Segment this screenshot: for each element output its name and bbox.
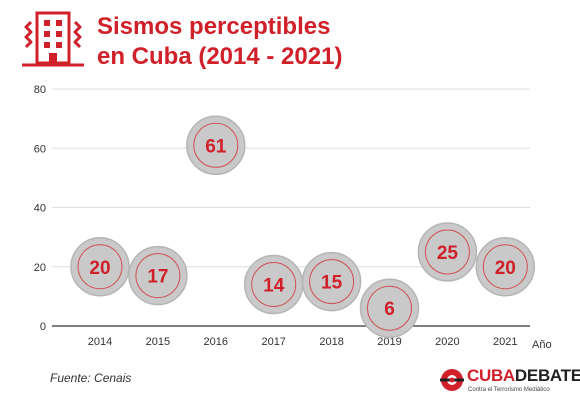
- building-shaking-icon: [22, 11, 84, 67]
- x-tick-label: 2017: [261, 336, 285, 348]
- logo-word-debate: DEBATE: [514, 366, 580, 385]
- cubadebate-mark-icon: [440, 369, 464, 391]
- data-label: 17: [147, 267, 168, 288]
- x-axis-title: Año: [532, 339, 552, 351]
- data-bubble: [301, 251, 362, 312]
- data-bubble-ring: [193, 122, 239, 168]
- x-tick-label: 2018: [319, 336, 343, 348]
- y-tick-label: 0: [40, 321, 46, 333]
- data-label: 20: [89, 258, 110, 279]
- data-bubble: [475, 237, 536, 297]
- data-label: 25: [437, 243, 459, 264]
- chart-title-line-1: Sismos perceptibles: [97, 13, 331, 40]
- chart-header: Sismos perceptibles en Cuba (2014 - 2021…: [0, 0, 580, 80]
- data-bubble: [359, 278, 420, 338]
- x-tick-label: 2014: [88, 336, 112, 348]
- data-label: 14: [263, 276, 285, 297]
- x-tick-label: 2021: [493, 336, 517, 348]
- logo-tagline: Contra el Terrorismo Mediático: [468, 387, 550, 393]
- data-bubble-ring: [251, 262, 297, 308]
- y-tick-label: 60: [34, 143, 46, 155]
- chart-title: Sismos perceptibles en Cuba (2014 - 2021…: [97, 12, 342, 72]
- data-bubble: [128, 245, 188, 306]
- data-bubble: [417, 222, 478, 282]
- x-tick-label: 2016: [204, 336, 228, 348]
- data-bubble-ring: [482, 244, 528, 290]
- source-note: Fuente: Cenais: [50, 371, 132, 385]
- x-tick-label: 2020: [435, 336, 459, 348]
- data-label: 6: [384, 299, 395, 320]
- data-label: 15: [321, 273, 343, 294]
- data-label: 20: [495, 258, 516, 279]
- data-bubble-ring: [135, 253, 181, 299]
- data-bubble: [70, 237, 130, 297]
- cubadebate-logo: CUBADEBATE Contra el Terrorismo Mediátic…: [440, 366, 580, 400]
- data-bubble-ring: [309, 259, 355, 305]
- data-bubble-ring: [77, 244, 123, 290]
- x-tick-label: 2015: [146, 336, 170, 348]
- data-bubble: [186, 115, 246, 176]
- logo-word-cuba: CUBA: [467, 366, 515, 385]
- y-tick-label: 20: [34, 262, 46, 274]
- y-tick-label: 40: [34, 203, 46, 215]
- chart-title-line-2: en Cuba (2014 - 2021): [97, 43, 343, 70]
- data-label: 61: [205, 136, 227, 157]
- data-bubble-ring: [424, 229, 470, 275]
- y-tick-label: 80: [34, 84, 46, 96]
- data-bubble-ring: [367, 285, 412, 331]
- logo-wordmark: CUBADEBATE: [467, 366, 580, 386]
- x-tick-label: 2019: [377, 336, 401, 348]
